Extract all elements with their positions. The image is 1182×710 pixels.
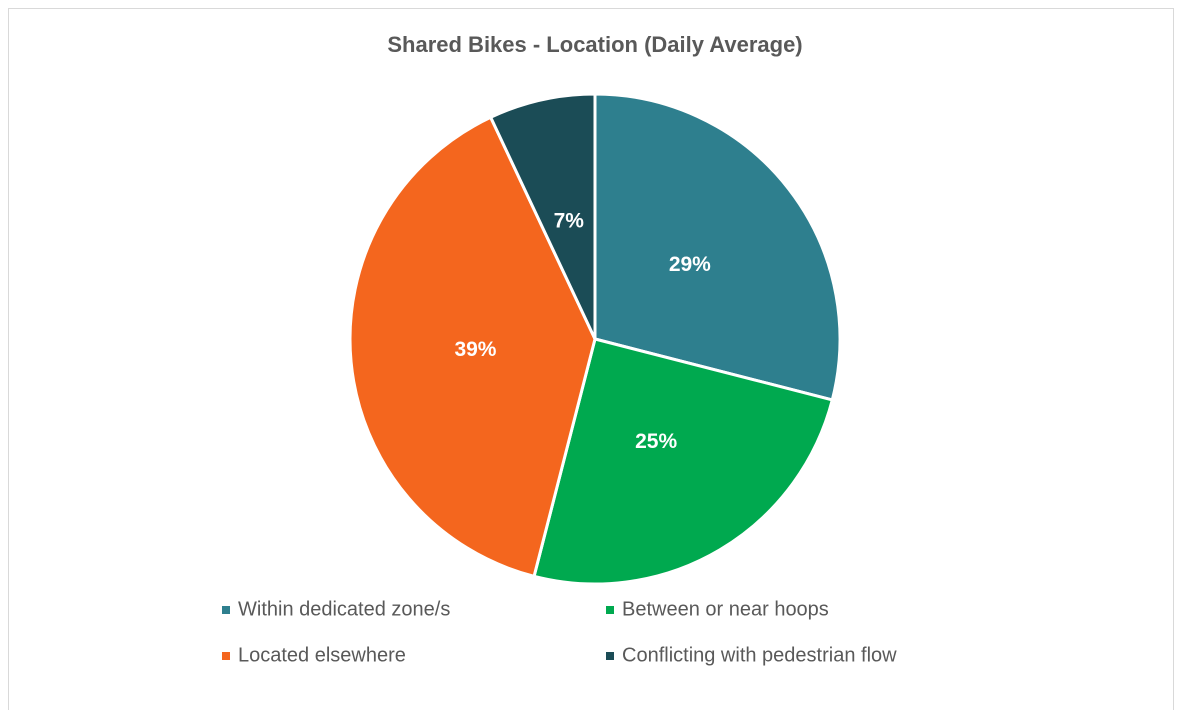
pie-slice [532, 337, 835, 586]
data-label: 29% [669, 253, 711, 276]
legend-label: Located elsewhere [238, 644, 406, 666]
legend-swatch [606, 606, 614, 614]
legend-swatch [222, 652, 230, 660]
legend-label: Within dedicated zone/s [238, 598, 450, 620]
pie-slice [488, 92, 597, 340]
legend-swatch [222, 606, 230, 614]
legend-label: Conflicting with pedestrian flow [622, 644, 897, 666]
legend-label: Between or near hoops [622, 598, 829, 620]
chart-title: Shared Bikes - Location (Daily Average) [387, 32, 802, 57]
data-label: 39% [454, 338, 496, 361]
pie-slice [348, 115, 597, 579]
pie-slice [593, 92, 842, 402]
data-label: 7% [554, 209, 585, 232]
data-label: 25% [635, 430, 677, 453]
legend-swatch [606, 652, 614, 660]
